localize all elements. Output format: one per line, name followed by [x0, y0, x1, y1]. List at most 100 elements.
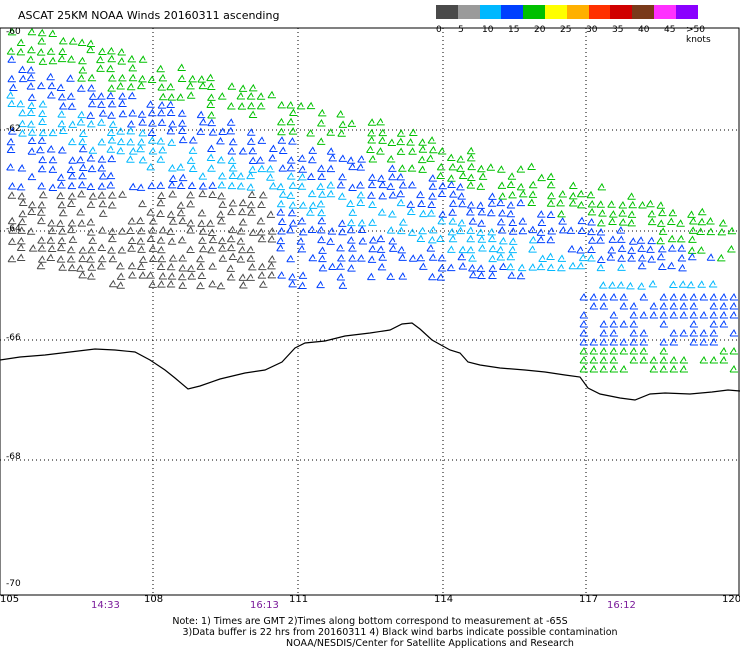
wind-barb [298, 271, 308, 279]
wind-barb [57, 92, 67, 101]
wind-barb [67, 192, 77, 200]
wind-barb [536, 262, 546, 271]
wind-barb [18, 217, 27, 226]
wind-barb [97, 164, 106, 172]
wind-barb [67, 225, 76, 234]
wind-barb [126, 126, 135, 135]
wind-barb [357, 155, 366, 163]
wind-barb [86, 45, 95, 54]
wind-barb [348, 208, 357, 216]
wind-barb [508, 218, 517, 226]
wind-barb [118, 99, 127, 108]
wind-barb [27, 27, 37, 36]
wind-barb [486, 163, 495, 171]
wind-barb [689, 311, 698, 319]
wind-barb [158, 225, 168, 234]
wind-barb [288, 201, 298, 209]
wind-barb [637, 282, 646, 290]
wind-barb [709, 302, 718, 310]
wind-barb [107, 246, 116, 254]
wind-barb [338, 219, 347, 227]
wind-barb [448, 208, 457, 216]
wind-barb [57, 236, 67, 245]
wind-barb [87, 245, 96, 254]
wind-barb [367, 191, 376, 199]
wind-barb [658, 262, 667, 270]
wind-barb [7, 55, 16, 63]
wind-barb [58, 208, 68, 217]
wind-barb [428, 253, 438, 261]
wind-barb [178, 216, 187, 225]
wind-barb [547, 191, 556, 200]
wind-barb [268, 153, 277, 162]
wind-barb [626, 281, 635, 290]
wind-barb [88, 146, 97, 154]
wind-barb [338, 227, 347, 236]
wind-barb [186, 264, 196, 272]
wind-barb [27, 172, 37, 181]
wind-barb [609, 320, 618, 328]
wind-barb [367, 272, 376, 281]
wind-barb [427, 235, 437, 244]
wind-barb [356, 163, 365, 171]
wind-barb [619, 293, 628, 301]
wind-barb [7, 74, 16, 83]
wind-barb [697, 207, 707, 216]
wind-barb [587, 199, 597, 208]
wind-barb [569, 181, 578, 189]
wind-barb [198, 189, 207, 198]
wind-barb [166, 262, 176, 271]
wind-barb [617, 254, 626, 262]
wind-barb [336, 262, 345, 270]
wind-barb [168, 217, 178, 225]
wind-barb [188, 164, 198, 172]
wind-barb [336, 180, 346, 189]
wind-barb [136, 226, 146, 235]
wind-barb [16, 47, 25, 56]
wind-barb [576, 261, 586, 270]
wind-barb [207, 164, 216, 172]
wind-barb [278, 190, 288, 198]
wind-barb [629, 338, 638, 346]
wind-barb [576, 189, 586, 198]
wind-barb [257, 136, 266, 144]
wind-barb [108, 191, 117, 199]
wind-barb [369, 236, 378, 244]
wind-barb [246, 171, 255, 180]
wind-barb [587, 218, 596, 226]
wind-barb [307, 189, 317, 198]
wind-barb [466, 146, 476, 155]
wind-barb [629, 302, 638, 310]
lat-label: -70 [6, 579, 21, 589]
wind-barb [327, 227, 337, 235]
wind-barb [146, 100, 155, 108]
wind-barb [206, 82, 216, 91]
wind-barb [167, 272, 177, 280]
scale-label: 30 [586, 25, 598, 35]
scale-label: 20 [534, 25, 546, 35]
wind-barb [328, 153, 337, 162]
wind-barb [188, 74, 197, 83]
wind-barb [156, 155, 165, 163]
wind-barb [116, 127, 125, 135]
wind-barb [599, 356, 608, 364]
wind-barb [136, 144, 145, 153]
wind-barb [78, 163, 88, 171]
wind-barb [317, 119, 326, 127]
wind-barb [367, 128, 376, 137]
wind-barb [37, 37, 46, 45]
wind-barb [276, 199, 286, 208]
wind-barb [557, 209, 566, 218]
wind-barb [16, 182, 26, 191]
lat-label: -66 [6, 333, 21, 343]
wind-barb [647, 209, 657, 218]
wind-barb [18, 65, 27, 73]
wind-barb [107, 54, 116, 63]
wind-barb [679, 311, 688, 319]
wind-barb [56, 255, 66, 263]
wind-barb [128, 271, 137, 279]
wind-barb [589, 356, 598, 364]
wind-barb [348, 183, 357, 191]
wind-barb [636, 236, 646, 244]
wind-barb [639, 356, 648, 364]
